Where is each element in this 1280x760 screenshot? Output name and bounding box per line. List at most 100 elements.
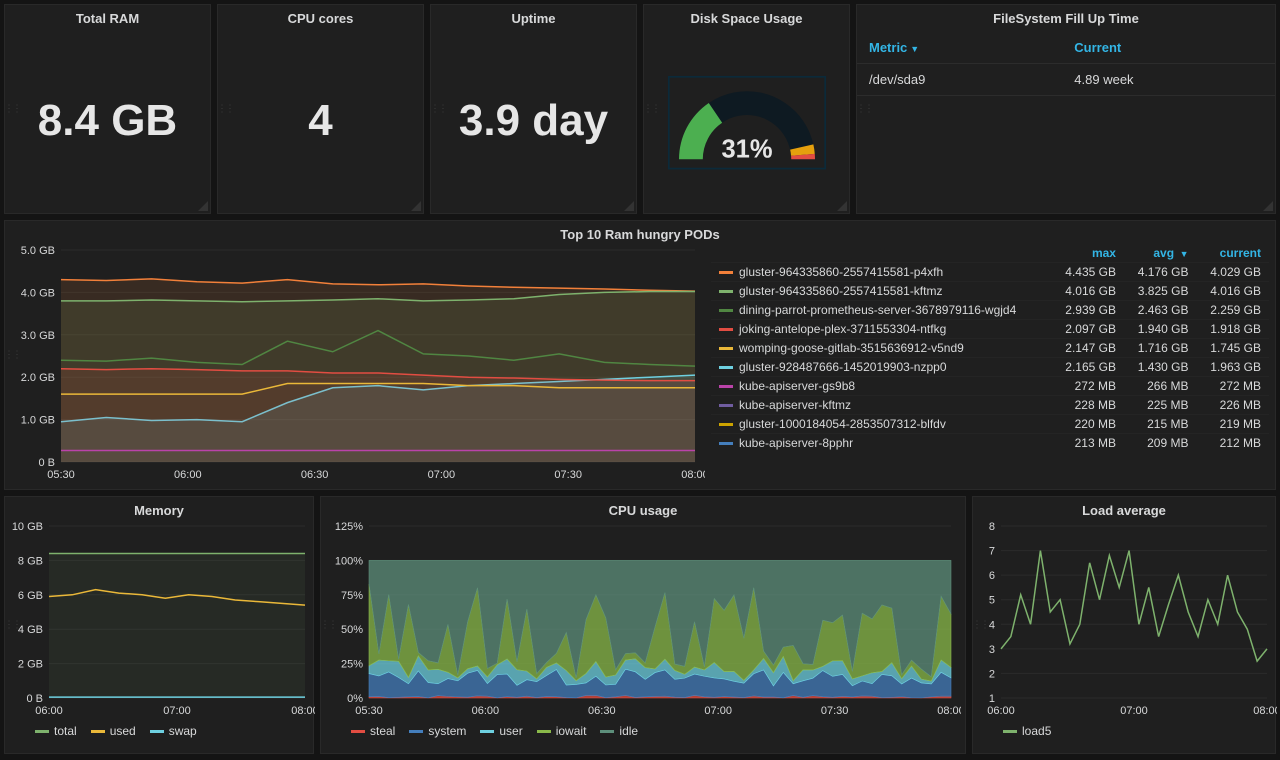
legend-item[interactable]: load5 — [1003, 724, 1051, 738]
drag-handle-icon[interactable]: ⋮⋮ — [4, 350, 20, 361]
table-row[interactable]: dining-parrot-prometheus-server-36789791… — [711, 301, 1269, 320]
sort-caret-icon: ▼ — [1177, 249, 1188, 259]
resize-handle-icon[interactable] — [411, 201, 421, 211]
legend-item[interactable]: iowait — [537, 724, 587, 738]
svg-text:0%: 0% — [347, 693, 363, 705]
cell-avg: 1.940 GB — [1124, 320, 1197, 339]
legend-item[interactable]: user — [480, 724, 522, 738]
load-chart: 1234567806:0007:0008:00 — [973, 520, 1277, 720]
col-current[interactable]: Current — [1062, 32, 1275, 64]
svg-text:5.0 GB: 5.0 GB — [21, 245, 55, 257]
table-row[interactable]: gluster-928487666-1452019903-nzpp0 2.165… — [711, 358, 1269, 377]
resize-handle-icon[interactable] — [624, 201, 634, 211]
table-row[interactable]: kube-apiserver-kftmz 228 MB 225 MB 226 M… — [711, 396, 1269, 415]
svg-text:31%: 31% — [721, 135, 772, 163]
table-row[interactable]: gluster-964335860-2557415581-p4xfh 4.435… — [711, 263, 1269, 282]
bottom-row: ⋮⋮ Memory 0 B2 GB4 GB6 GB8 GB10 GB06:000… — [4, 496, 1276, 754]
cell-current: 4.016 GB — [1196, 282, 1269, 301]
drag-handle-icon[interactable]: ⋮⋮ — [643, 104, 659, 115]
cell-max: 2.097 GB — [1051, 320, 1124, 339]
resize-handle-icon[interactable] — [837, 201, 847, 211]
svg-text:06:30: 06:30 — [301, 469, 329, 481]
panel-total-ram[interactable]: ⋮⋮ Total RAM 8.4 GB — [4, 4, 211, 214]
panel-top-pods[interactable]: ⋮⋮ Top 10 Ram hungry PODs 0 B1.0 GB2.0 G… — [4, 220, 1276, 490]
drag-handle-icon[interactable]: ⋮⋮ — [430, 104, 446, 115]
col-current[interactable]: current — [1196, 244, 1269, 263]
cell-name: gluster-928487666-1452019903-nzpp0 — [711, 358, 1051, 377]
legend-item[interactable]: total — [35, 724, 77, 738]
svg-text:07:30: 07:30 — [554, 469, 582, 481]
drag-handle-icon[interactable]: ⋮⋮ — [4, 104, 20, 115]
cell-max: 4.016 GB — [1051, 282, 1124, 301]
cell-name: gluster-964335860-2557415581-kftmz — [711, 282, 1051, 301]
cell-avg: 4.176 GB — [1124, 263, 1197, 282]
resize-handle-icon[interactable] — [198, 201, 208, 211]
panel-disk-gauge[interactable]: ⋮⋮ Disk Space Usage 31% — [643, 4, 850, 214]
svg-text:6 GB: 6 GB — [18, 590, 43, 602]
panel-filesystem[interactable]: ⋮⋮ FileSystem Fill Up Time Metric▼ Curre… — [856, 4, 1276, 214]
panel-title: Uptime — [431, 5, 636, 28]
sort-caret-icon: ▼ — [910, 44, 919, 54]
drag-handle-icon[interactable]: ⋮⋮ — [4, 620, 20, 631]
svg-text:2 GB: 2 GB — [18, 659, 43, 671]
drag-handle-icon[interactable]: ⋮⋮ — [972, 620, 988, 631]
legend-item[interactable]: used — [91, 724, 136, 738]
panel-title: Memory — [5, 497, 313, 520]
cell-max: 4.435 GB — [1051, 263, 1124, 282]
table-row[interactable]: womping-goose-gitlab-3515636912-v5nd9 2.… — [711, 339, 1269, 358]
cell-current: 4.89 week — [1062, 64, 1275, 96]
panel-load-average[interactable]: ⋮⋮ Load average 1234567806:0007:0008:00 … — [972, 496, 1276, 754]
cell-avg: 1.716 GB — [1124, 339, 1197, 358]
drag-handle-icon[interactable]: ⋮⋮ — [856, 104, 872, 115]
table-row[interactable]: /dev/sda94.89 week — [857, 64, 1275, 96]
col-max[interactable]: max — [1051, 244, 1124, 263]
panel-cpu-cores[interactable]: ⋮⋮ CPU cores 4 — [217, 4, 424, 214]
cell-avg: 266 MB — [1124, 377, 1197, 396]
svg-text:06:00: 06:00 — [987, 705, 1015, 717]
table-row[interactable]: joking-antelope-plex-3711553304-ntfkg 2.… — [711, 320, 1269, 339]
col-avg[interactable]: avg ▼ — [1124, 244, 1197, 263]
svg-text:10 GB: 10 GB — [12, 521, 43, 533]
memory-legend: total used swap — [5, 720, 313, 744]
svg-text:4: 4 — [989, 619, 995, 631]
panel-title: Total RAM — [5, 5, 210, 28]
svg-text:07:00: 07:00 — [428, 469, 456, 481]
cell-avg: 225 MB — [1124, 396, 1197, 415]
legend-item[interactable]: steal — [351, 724, 395, 738]
svg-text:08:00: 08:00 — [291, 705, 315, 717]
table-row[interactable]: kube-apiserver-gs9b8 272 MB 266 MB 272 M… — [711, 377, 1269, 396]
cell-name: dining-parrot-prometheus-server-36789791… — [711, 301, 1051, 320]
cell-name: kube-apiserver-kftmz — [711, 396, 1051, 415]
col-metric[interactable]: Metric▼ — [857, 32, 1062, 64]
panel-title: Load average — [973, 497, 1275, 520]
svg-text:05:30: 05:30 — [355, 705, 383, 717]
panel-memory[interactable]: ⋮⋮ Memory 0 B2 GB4 GB6 GB8 GB10 GB06:000… — [4, 496, 314, 754]
pods-chart: 0 B1.0 GB2.0 GB3.0 GB4.0 GB5.0 GB05:3006… — [5, 244, 705, 484]
svg-text:2: 2 — [989, 668, 995, 680]
svg-text:25%: 25% — [341, 659, 363, 671]
svg-text:0 B: 0 B — [38, 457, 55, 469]
legend-item[interactable]: system — [409, 724, 466, 738]
svg-text:50%: 50% — [341, 624, 363, 636]
table-row[interactable]: gluster-1000184054-2853507312-blfdv 220 … — [711, 415, 1269, 434]
cell-name: kube-apiserver-8pphr — [711, 434, 1051, 453]
resize-handle-icon[interactable] — [1263, 201, 1273, 211]
cell-current: 1.963 GB — [1196, 358, 1269, 377]
filesystem-table: Metric▼ Current /dev/sda94.89 week — [857, 32, 1275, 96]
col-name[interactable] — [711, 244, 1051, 263]
table-row[interactable]: kube-apiserver-8pphr 213 MB 209 MB 212 M… — [711, 434, 1269, 453]
drag-handle-icon[interactable]: ⋮⋮ — [320, 620, 336, 631]
middle-row: ⋮⋮ Top 10 Ram hungry PODs 0 B1.0 GB2.0 G… — [4, 220, 1276, 490]
panel-cpu-usage[interactable]: ⋮⋮ CPU usage 0%25%50%75%100%125%05:3006:… — [320, 496, 966, 754]
table-row[interactable]: gluster-964335860-2557415581-kftmz 4.016… — [711, 282, 1269, 301]
drag-handle-icon[interactable]: ⋮⋮ — [217, 104, 233, 115]
legend-item[interactable]: idle — [600, 724, 638, 738]
svg-text:6: 6 — [989, 570, 995, 582]
legend-item[interactable]: swap — [150, 724, 197, 738]
svg-text:0 B: 0 B — [26, 693, 43, 705]
cell-current: 272 MB — [1196, 377, 1269, 396]
panel-uptime[interactable]: ⋮⋮ Uptime 3.9 day — [430, 4, 637, 214]
cell-max: 2.165 GB — [1051, 358, 1124, 377]
svg-text:07:00: 07:00 — [1120, 705, 1148, 717]
svg-text:06:00: 06:00 — [174, 469, 202, 481]
